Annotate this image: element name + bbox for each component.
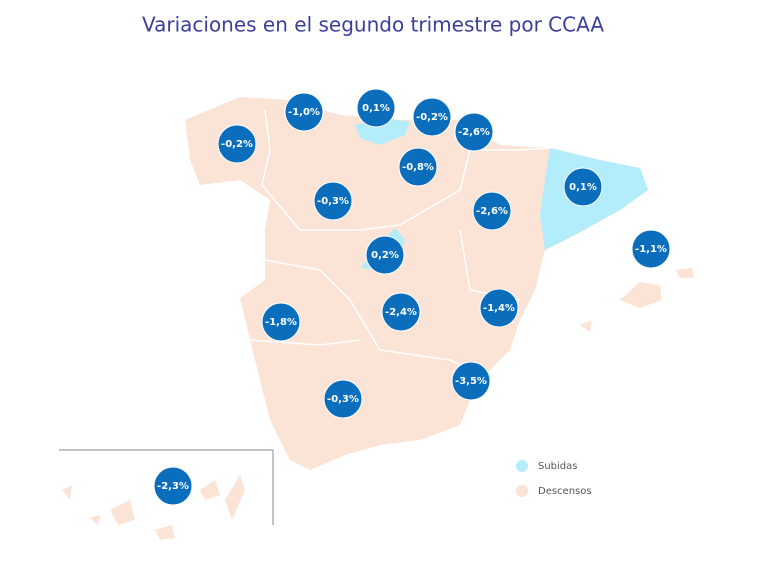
bubble <box>284 92 324 132</box>
bubble <box>563 167 603 207</box>
bubble-label: -3,5% <box>455 376 487 387</box>
bubble-label: 0,2% <box>371 250 399 261</box>
bubble-label: -0,2% <box>416 112 448 123</box>
bubble <box>217 124 257 164</box>
islands <box>62 268 694 540</box>
legend-swatch <box>516 460 528 472</box>
spain-mainland <box>185 97 648 470</box>
bubble <box>412 97 452 137</box>
bubble <box>479 288 519 328</box>
legend-label: Descensos <box>538 486 592 497</box>
bubble <box>313 181 353 221</box>
bubble <box>153 466 193 506</box>
bubble <box>365 235 405 275</box>
bubble-label: -1,4% <box>483 303 515 314</box>
bubble <box>398 147 438 187</box>
bubble-label: 0,1% <box>569 182 597 193</box>
bubble <box>323 379 363 419</box>
bubbles: -1,0% 0,1% -0,2% -2,6% -0,2% -0,8% 0,1% -0,3% -2… <box>153 88 671 506</box>
bubble <box>472 191 512 231</box>
bubble-label: -1,8% <box>265 317 297 328</box>
bubble-label: -1,0% <box>288 107 320 118</box>
bubble-label: -0,3% <box>327 394 359 405</box>
bubble-label: -2,6% <box>458 127 490 138</box>
bubble <box>631 229 671 269</box>
bubble-label: -0,8% <box>402 162 434 173</box>
bubble-label: -1,1% <box>635 244 667 255</box>
map-title: Variaciones en el segundo trimestre por … <box>142 13 604 37</box>
legend-label: Subidas <box>538 461 578 472</box>
bubble-label: -0,2% <box>221 139 253 150</box>
bubble <box>451 361 491 401</box>
bubble <box>454 112 494 152</box>
bubble <box>261 302 301 342</box>
bubble-label: 0,1% <box>362 103 390 114</box>
bubble <box>381 292 421 332</box>
bubble-label: -2,3% <box>157 481 189 492</box>
bubble-label: -2,4% <box>385 307 417 318</box>
legend-swatch <box>516 485 528 497</box>
bubble-label: -2,6% <box>476 206 508 217</box>
legend: Subidas Descensos <box>516 460 592 497</box>
bubble-label: -0,3% <box>317 196 349 207</box>
inset-frame <box>59 449 274 525</box>
bubble <box>356 88 396 128</box>
